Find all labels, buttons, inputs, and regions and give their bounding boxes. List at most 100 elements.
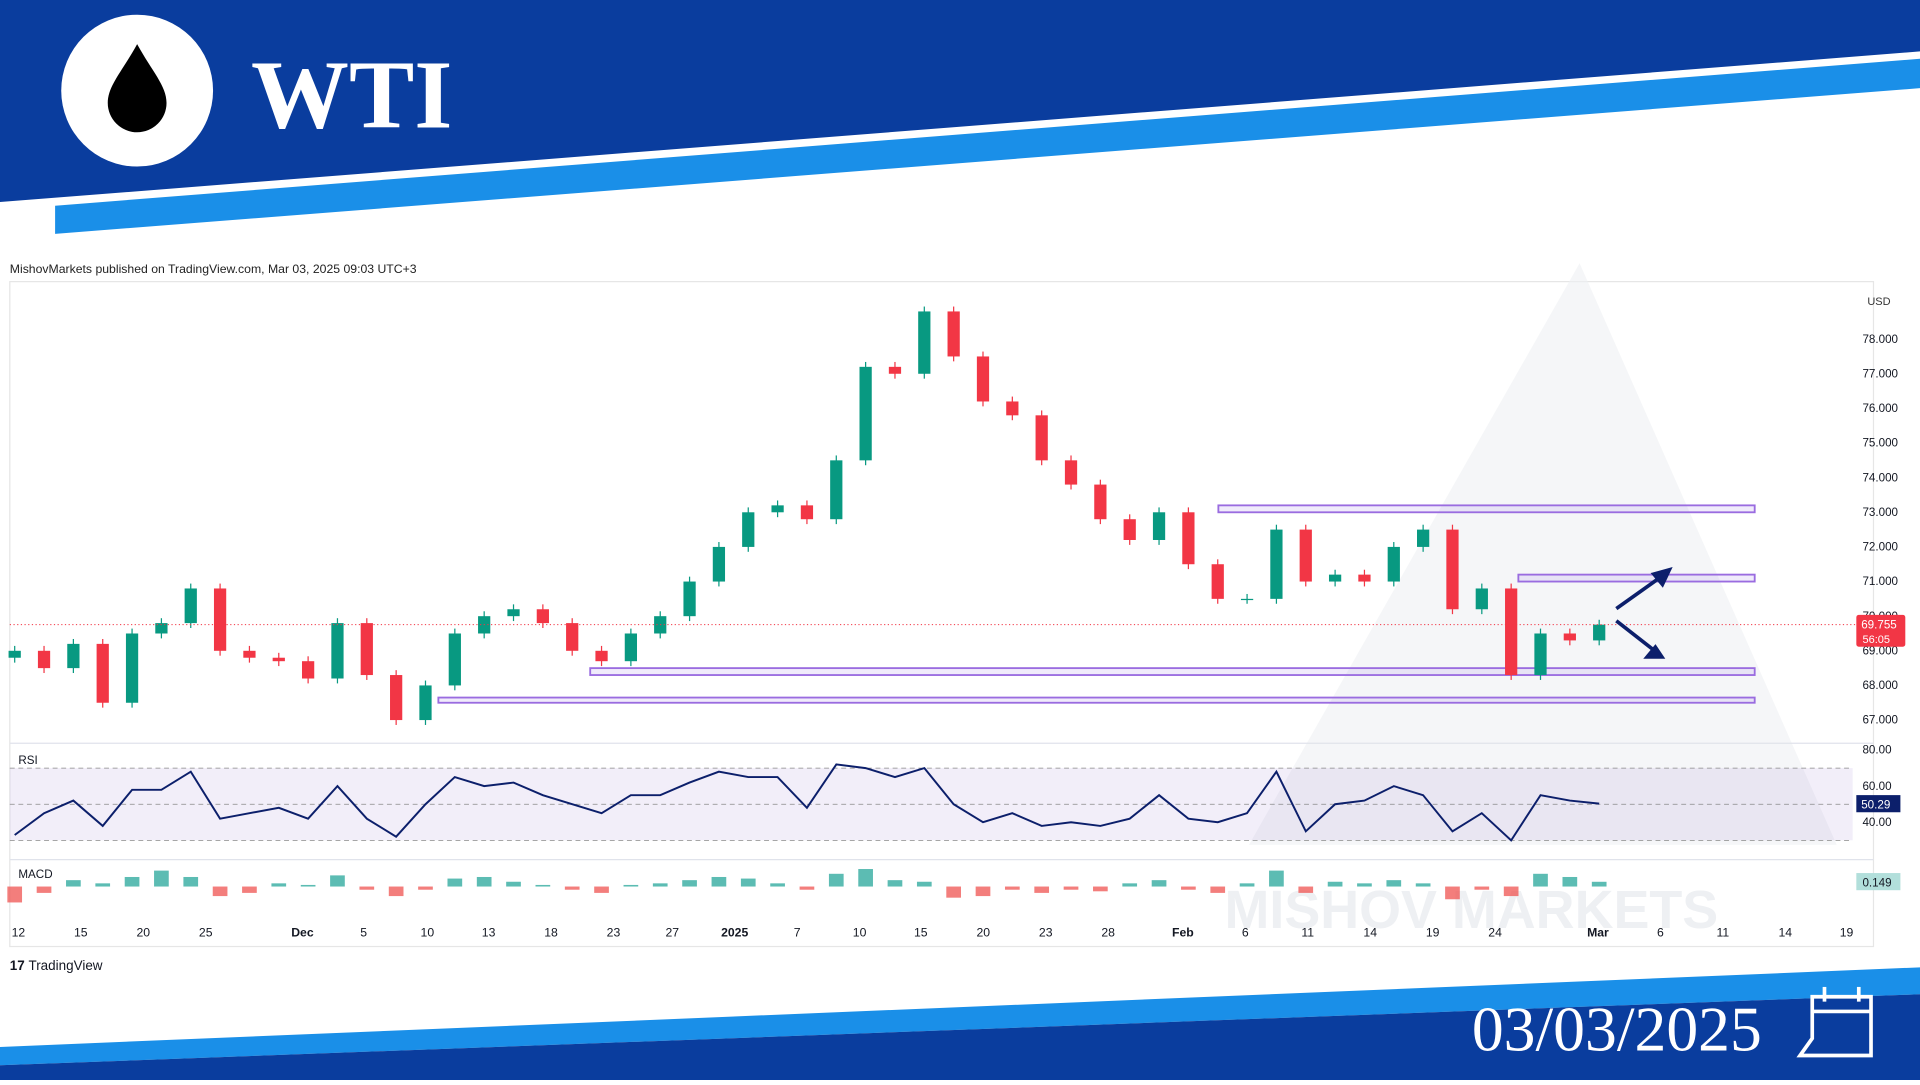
x-tick-label: 10: [853, 926, 867, 940]
macd-bar: [330, 875, 345, 887]
macd-bar: [1239, 883, 1255, 887]
candle: [301, 661, 315, 679]
rsi-tag: [1856, 795, 1901, 813]
candle: [536, 609, 549, 624]
candle: [595, 650, 608, 662]
macd-bar: [535, 884, 551, 887]
x-tick-label: 12: [12, 926, 26, 940]
y-tick-label: 75.000: [1862, 437, 1898, 450]
zone: [589, 667, 1756, 676]
macd-bar: [1269, 870, 1284, 887]
macd-bar: [300, 884, 316, 887]
y-tick-label: 74.000: [1862, 471, 1898, 484]
x-tick-label: Mar: [1587, 926, 1609, 940]
x-tick-label: 25: [199, 926, 213, 940]
candle: [947, 311, 960, 357]
macd-bar: [212, 886, 228, 897]
candle: [448, 633, 461, 686]
y-tick-label: 68.000: [1862, 679, 1898, 692]
chart-frame: [9, 281, 1875, 948]
macd-bar: [447, 878, 463, 887]
macd-bar: [946, 886, 961, 898]
x-tick-label: 14: [1779, 926, 1793, 940]
x-tick-label: 7: [794, 926, 801, 940]
macd-bar: [1591, 881, 1607, 887]
candle: [1064, 460, 1078, 485]
macd-bar: [1181, 886, 1196, 890]
macd-bar: [1122, 883, 1138, 887]
pane-title: MACD: [18, 868, 52, 881]
macd-current: 0.149: [1862, 877, 1891, 890]
candle: [1123, 519, 1136, 540]
arrow-head: [1650, 566, 1673, 588]
y-tick-label: 77.000: [1862, 367, 1898, 380]
macd-bar: [652, 883, 668, 887]
attribution: MishovMarkets published on TradingView.c…: [10, 262, 417, 276]
x-tick-label: 11: [1717, 926, 1730, 940]
macd-bar: [711, 876, 727, 887]
candle: [155, 623, 168, 634]
x-tick-label: 20: [976, 926, 990, 940]
macd-bar: [858, 869, 873, 887]
y-tick-label: 60.00: [1862, 780, 1892, 793]
arrow-down: [1615, 619, 1657, 653]
candle: [272, 657, 285, 662]
candle: [360, 623, 373, 676]
macd-bar: [1327, 881, 1343, 887]
macd-bar: [1151, 880, 1167, 887]
macd-bar: [36, 886, 52, 893]
candle: [1094, 484, 1107, 520]
candle: [8, 650, 21, 658]
top-stripe: [55, 58, 1920, 234]
x-tick-label: Feb: [1172, 926, 1194, 940]
x-tick-label: 20: [136, 926, 150, 940]
rsi-current: 50.29: [1861, 799, 1890, 812]
x-tick-label: 6: [1657, 926, 1664, 940]
macd-bar: [388, 886, 404, 897]
candle: [507, 609, 520, 617]
candle: [1152, 512, 1166, 540]
macd-bar: [594, 886, 609, 893]
x-tick-label: 18: [544, 926, 558, 940]
candle: [1417, 529, 1430, 547]
candle: [1593, 624, 1606, 641]
x-tick-label: 27: [665, 926, 679, 940]
macd-bar: [271, 883, 287, 887]
top-banner: [0, 0, 1920, 203]
candle: [390, 675, 403, 721]
candle: [1328, 574, 1342, 582]
x-tick-label: 15: [74, 926, 88, 940]
x-tick-label: 11: [1301, 926, 1314, 940]
candle: [1182, 512, 1195, 565]
macd-bar: [1004, 886, 1020, 890]
y-tick-label: 67.000: [1862, 714, 1898, 727]
y-tick-label: 80.00: [1862, 744, 1892, 757]
candle: [742, 512, 755, 547]
bottom-banner: [0, 994, 1920, 1080]
macd-bar: [1210, 886, 1226, 893]
macd-bar: [682, 880, 697, 887]
macd-bar: [975, 886, 991, 897]
x-tick-label: 5: [360, 926, 367, 940]
candle: [712, 546, 726, 582]
candle: [888, 366, 902, 374]
macd-bar: [623, 884, 639, 887]
x-tick-label: 23: [607, 926, 621, 940]
macd-bar: [124, 876, 140, 887]
x-tick-label: 6: [1242, 926, 1249, 940]
rsi-line: [14, 763, 1600, 842]
macd-bar: [1063, 886, 1079, 890]
macd-bar: [183, 876, 199, 887]
candle: [624, 633, 638, 662]
oil-drop-icon: [107, 44, 167, 133]
candle: [37, 650, 51, 669]
macd-bar: [1533, 873, 1548, 887]
bottom-stripe: [0, 967, 1920, 1066]
candle: [800, 505, 814, 520]
candle: [184, 588, 197, 624]
macd-bar: [95, 883, 111, 887]
candle: [1006, 401, 1019, 416]
candle: [830, 460, 843, 520]
y-tick-label: 78.000: [1862, 333, 1898, 346]
